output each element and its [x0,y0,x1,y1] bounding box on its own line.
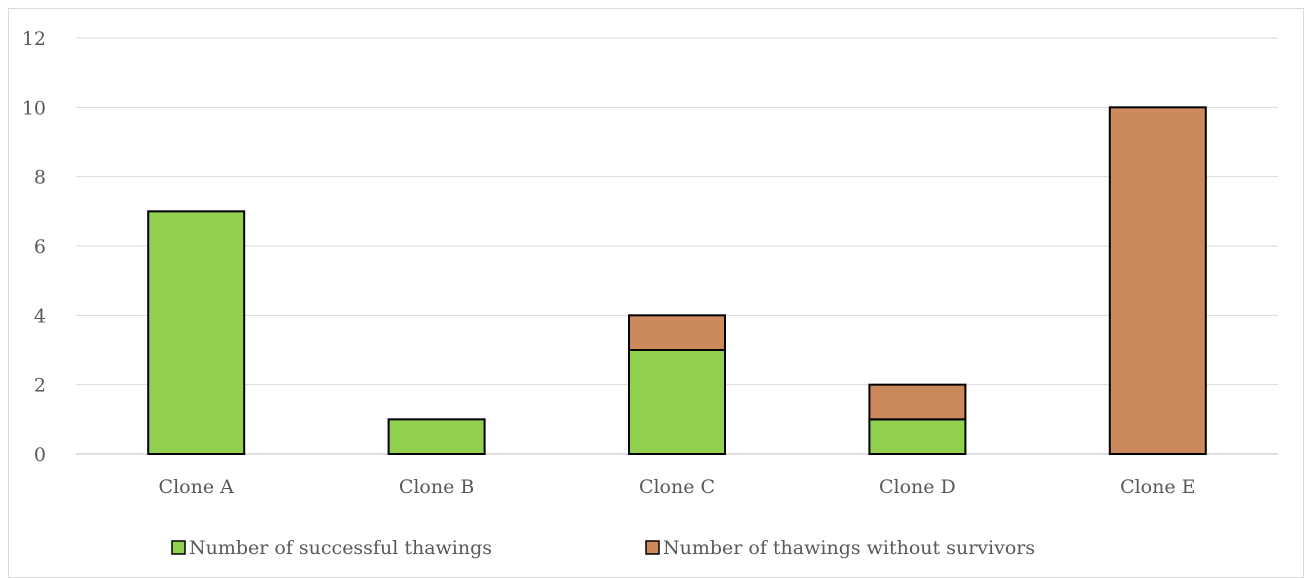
bar-segment-successful [147,210,246,455]
y-tick-label: 10 [22,97,46,119]
y-tick-label: 12 [22,28,46,50]
category-label: Clone C [639,476,715,498]
y-tick-label: 2 [34,375,46,397]
category-label: Clone B [399,476,475,498]
legend-swatch [645,540,660,555]
bar-segment-successful [387,418,486,456]
legend-label: Number of successful thawings [189,537,492,559]
category-label: Clone E [1120,476,1195,498]
y-tick-label: 4 [34,305,46,327]
y-tick-label: 6 [34,236,46,258]
y-tick-label: 0 [34,444,46,466]
bar-segment-successful [868,418,967,456]
y-tick-label: 8 [34,167,46,189]
category-label: Clone A [159,476,235,498]
bar-segment-without-survivors [628,314,726,352]
category-label: Clone D [879,476,956,498]
bar-segment-without-survivors [868,383,967,421]
bar-segment-successful [628,349,726,455]
legend-swatch [171,540,186,555]
legend: Number of successful thawings Number of t… [171,537,1035,559]
gridlines [76,37,1278,455]
bar-segment-without-survivors [1108,106,1207,455]
legend-label: Number of thawings without survivors [663,537,1035,559]
x-axis-categories: Clone A Clone B Clone C Clone D Clone E [159,476,1196,498]
y-axis-ticks: 0 2 4 6 8 10 12 [22,28,46,466]
bars [147,106,1207,456]
